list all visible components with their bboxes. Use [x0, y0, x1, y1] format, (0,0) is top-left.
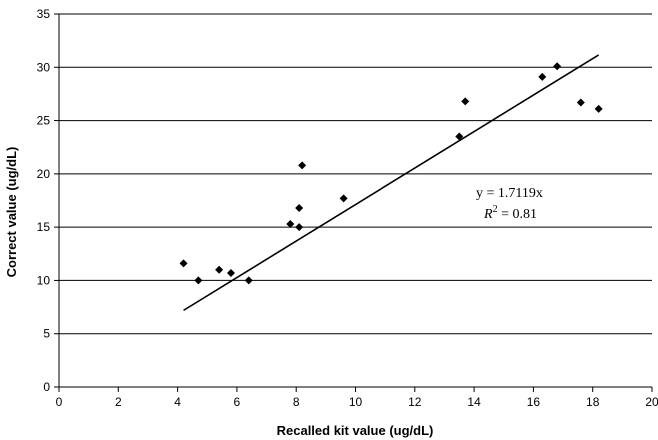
- x-tick-label: 6: [234, 395, 241, 409]
- y-tick-label: 15: [37, 220, 51, 234]
- trendline-group: [183, 54, 600, 312]
- y-tick-label: 5: [43, 327, 50, 341]
- data-point: [194, 276, 203, 285]
- r-squared-label: R2 = 0.81: [483, 204, 537, 222]
- data-point: [594, 104, 603, 113]
- r-squared-value: = 0.81: [498, 207, 537, 222]
- x-tick-label: 20: [645, 395, 658, 409]
- r-squared-symbol: R: [483, 207, 493, 222]
- x-tick-label: 2: [115, 395, 122, 409]
- data-point: [576, 98, 585, 107]
- y-axis-ticks: 0 5 10 15 20 25 30 35: [37, 7, 59, 394]
- x-tick-label: 10: [349, 395, 363, 409]
- data-point: [295, 203, 304, 212]
- x-tick-label: 14: [467, 395, 481, 409]
- data-point: [244, 276, 253, 285]
- y-tick-label: 20: [37, 167, 51, 181]
- trendline: [183, 54, 600, 312]
- x-tick-label: 4: [174, 395, 181, 409]
- y-tick-label: 30: [37, 60, 51, 74]
- x-tick-label: 16: [527, 395, 541, 409]
- r-squared-superscript: 2: [493, 204, 498, 215]
- x-tick-label: 18: [586, 395, 600, 409]
- y-tick-label: 25: [37, 114, 51, 128]
- data-point: [298, 161, 307, 170]
- y-tick-label: 0: [43, 380, 50, 394]
- trendline-equation: y = 1.7119x: [476, 186, 543, 201]
- data-point: [226, 268, 235, 277]
- data-point: [179, 259, 188, 268]
- x-tick-label: 0: [56, 395, 63, 409]
- data-point: [455, 132, 464, 141]
- data-points: [179, 62, 603, 285]
- data-point: [538, 72, 547, 81]
- y-tick-label: 35: [37, 7, 51, 21]
- data-point: [339, 194, 348, 203]
- axes: [58, 14, 652, 388]
- data-point: [295, 223, 304, 232]
- data-point: [461, 97, 470, 106]
- data-point: [553, 62, 562, 71]
- x-axis-title: Recalled kit value (ug/dL): [277, 423, 434, 438]
- x-axis-ticks: 0 2 4 6 8 10 12 14 16 18 20: [56, 387, 658, 409]
- x-tick-label: 12: [408, 395, 422, 409]
- grid-lines: [59, 13, 652, 335]
- x-tick-label: 8: [293, 395, 300, 409]
- data-point: [215, 265, 224, 274]
- data-point: [286, 219, 295, 228]
- y-tick-label: 10: [37, 273, 51, 287]
- y-axis-title: Correct value (ug/dL): [4, 147, 19, 278]
